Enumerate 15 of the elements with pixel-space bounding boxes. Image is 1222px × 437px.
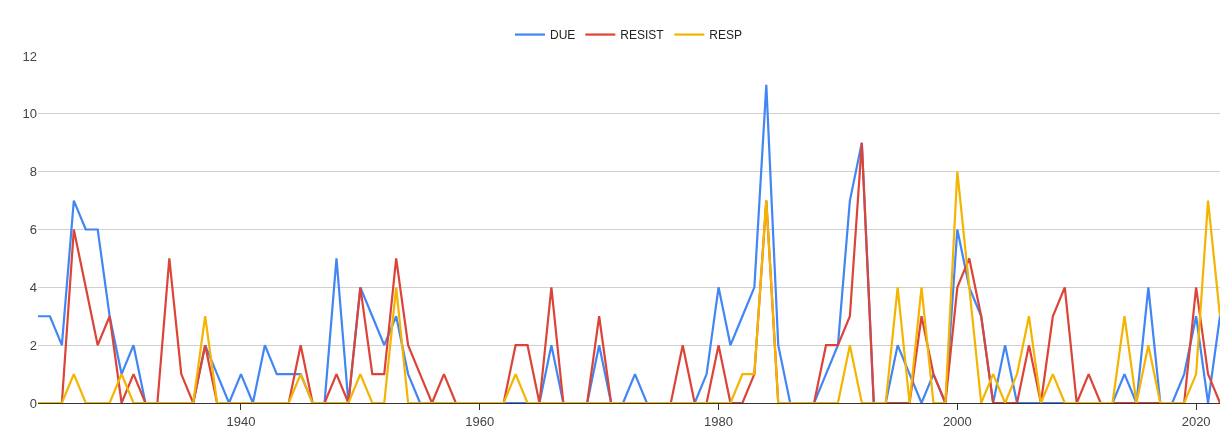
legend-label: RESP [709,28,743,43]
y-tick-label: 2 [29,337,37,353]
x-tick-label: 2020 [1181,413,1211,429]
x-tick-label: 1960 [465,413,495,429]
y-tick-label: 6 [29,222,37,238]
x-tick-label: 1940 [226,413,256,429]
legend-label: RESIST [620,28,665,43]
y-tick-label: 8 [29,164,37,180]
x-tick-label: 2000 [942,413,972,429]
y-tick-label: 4 [29,279,37,295]
legend-label: DUE [550,28,576,43]
y-tick-label: 12 [22,48,37,64]
y-tick-label: 10 [22,106,37,122]
y-tick-label: 0 [29,395,37,411]
x-tick-label: 1980 [704,413,734,429]
